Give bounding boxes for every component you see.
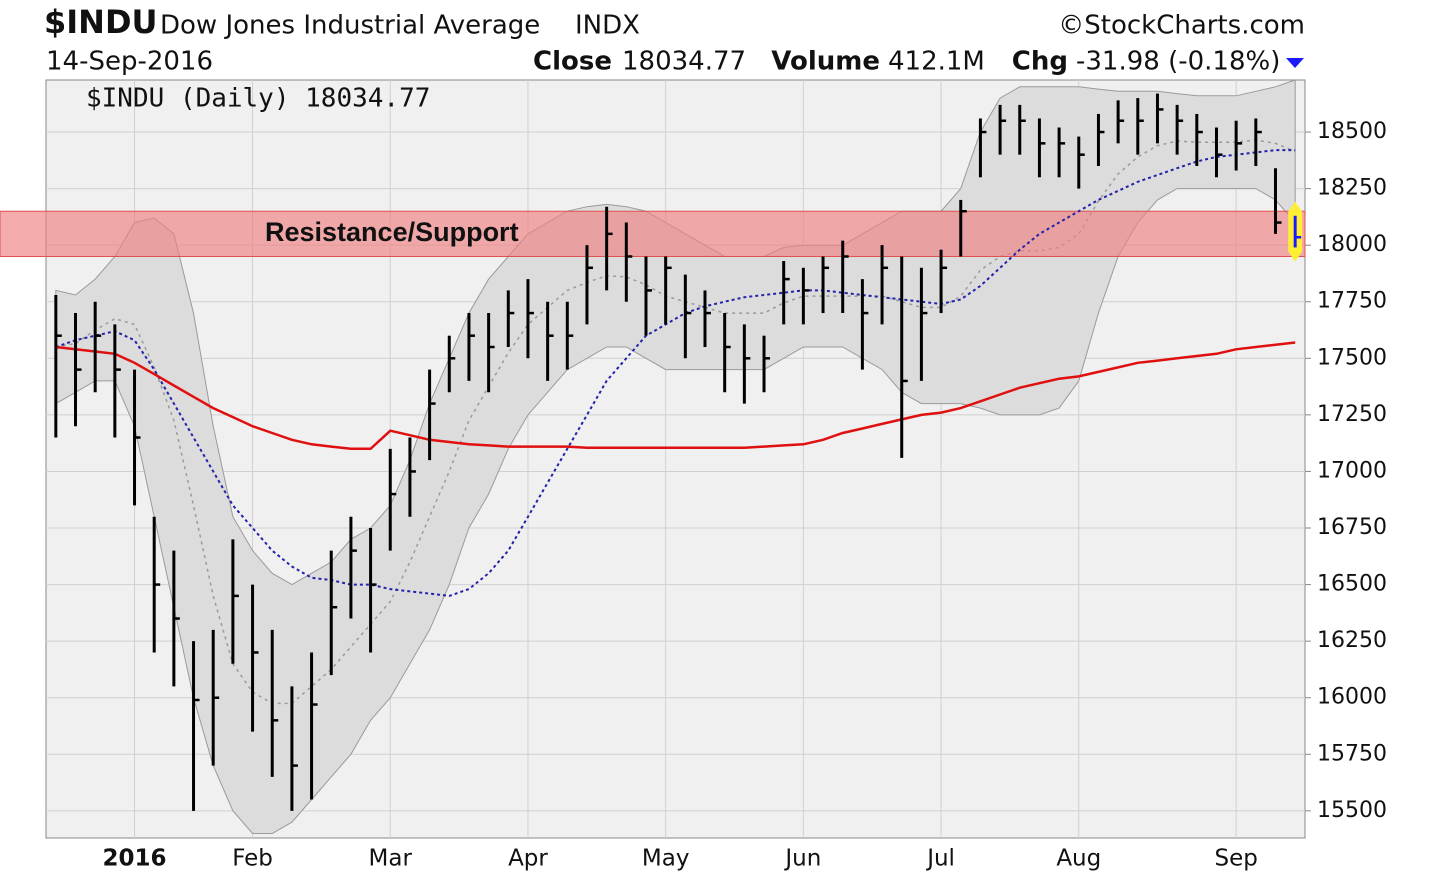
source: ©StockCharts.com bbox=[1058, 11, 1305, 41]
y-tick-label: 16000 bbox=[1317, 685, 1387, 710]
volume-value: 412.1M bbox=[888, 47, 985, 77]
y-tick-label: 17000 bbox=[1317, 458, 1387, 483]
y-tick-label: 16750 bbox=[1317, 515, 1387, 540]
y-tick-label: 15750 bbox=[1317, 741, 1387, 766]
x-tick-label: May bbox=[642, 846, 690, 872]
y-tick-label: 18500 bbox=[1317, 119, 1387, 144]
moving-average bbox=[55, 149, 1296, 597]
band-label: Resistance/Support bbox=[265, 217, 519, 247]
x-tick-label: Jul bbox=[925, 846, 955, 872]
resistance-band bbox=[0, 210, 1306, 257]
x-tick-label: Mar bbox=[369, 846, 413, 872]
down-arrow bbox=[1286, 58, 1304, 68]
chart-title: $INDU bbox=[44, 3, 158, 41]
volume-label: Volume bbox=[771, 47, 880, 77]
close-value: 18034.77 bbox=[622, 47, 746, 77]
exchange: INDX bbox=[575, 11, 640, 41]
y-tick-label: 17250 bbox=[1317, 402, 1387, 427]
x-tick-label: 2016 bbox=[103, 846, 167, 872]
plot-layer: Resistance/Support bbox=[0, 79, 1311, 838]
x-tick-label: Apr bbox=[508, 846, 548, 872]
close-label: Close bbox=[533, 47, 612, 77]
chg-value: -31.98 (-0.18%) bbox=[1076, 47, 1280, 77]
y-tick-label: 18000 bbox=[1317, 232, 1387, 257]
x-tick-label: Feb bbox=[232, 846, 273, 872]
chart-subtitle: Dow Jones Industrial Average bbox=[160, 11, 540, 41]
y-tick-label: 16250 bbox=[1317, 628, 1387, 653]
y-tick-label: 16500 bbox=[1317, 572, 1387, 597]
y-tick-label: 17500 bbox=[1317, 345, 1387, 370]
y-tick-label: 17750 bbox=[1317, 289, 1387, 314]
y-tick-label: 18250 bbox=[1317, 176, 1387, 201]
legend: $INDU (Daily) 18034.77 bbox=[86, 84, 430, 114]
x-tick-label: Aug bbox=[1056, 846, 1101, 872]
x-tick-label: Jun bbox=[783, 846, 821, 872]
chg-label: Chg bbox=[1012, 47, 1068, 77]
y-tick-label: 15500 bbox=[1317, 798, 1387, 823]
moving-average bbox=[55, 341, 1296, 451]
date: 14-Sep-2016 bbox=[46, 47, 213, 77]
x-tick-label: Sep bbox=[1214, 846, 1257, 872]
